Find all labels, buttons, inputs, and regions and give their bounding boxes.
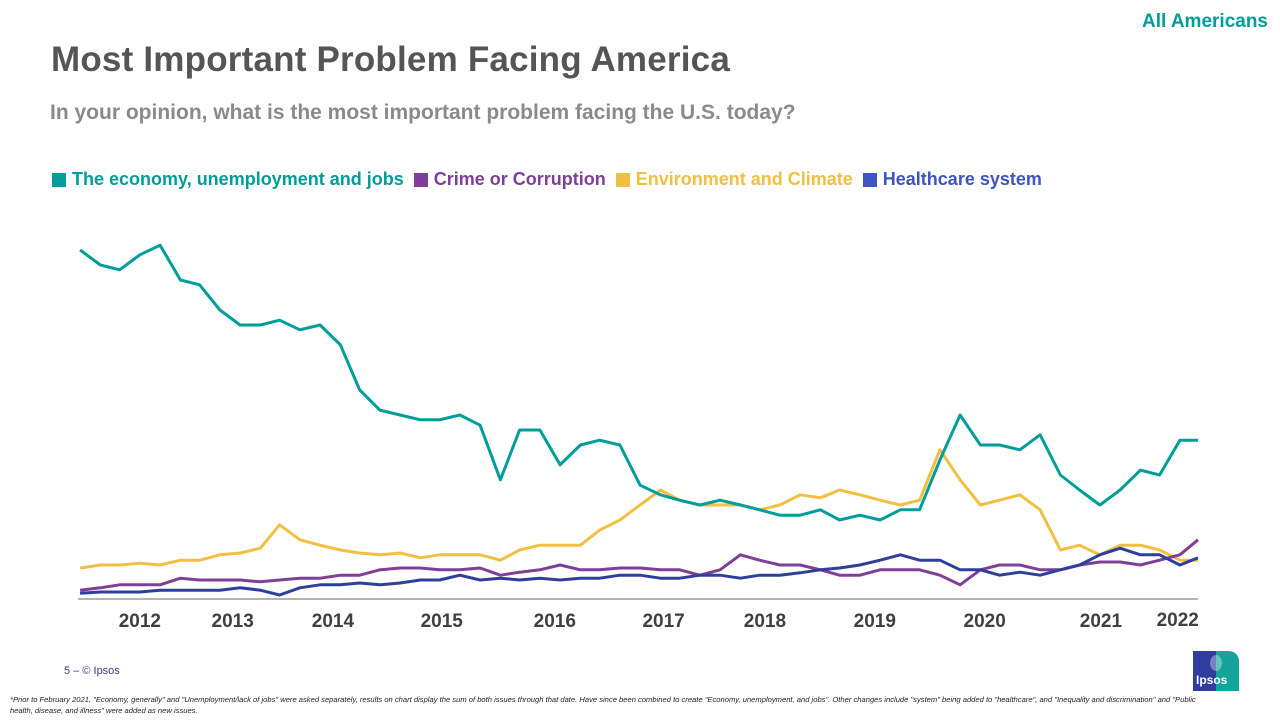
x-tick-label: 2017 <box>642 611 684 632</box>
legend-swatch-healthcare <box>862 172 877 187</box>
legend-label-healthcare: Healthcare system <box>882 169 1042 189</box>
page-subtitle: In your opinion, what is the most import… <box>50 101 796 124</box>
legend-item-crime: Crime or Corruption <box>413 169 606 190</box>
chart-legend: The economy, unemployment and jobs Crime… <box>52 169 1042 190</box>
series-line-environment <box>79 448 1198 570</box>
series-line-healthcare <box>80 546 1199 597</box>
legend-label-environment: Environment and Climate <box>635 169 853 189</box>
legend-item-economy: The economy, unemployment and jobs <box>52 169 404 190</box>
x-tick-label: 2016 <box>534 611 576 632</box>
series-line-crime <box>79 538 1199 592</box>
x-tick-label: 2020 <box>964 611 1006 632</box>
x-tick-label: 2018 <box>744 611 786 632</box>
x-tick-label: 2021 <box>1080 611 1123 632</box>
legend-item-environment: Environment and Climate <box>615 169 853 190</box>
logo-text: Ipsos <box>1196 673 1228 687</box>
legend-item-healthcare: Healthcare system <box>862 169 1042 190</box>
audience-tag: All Americans <box>1141 11 1268 32</box>
x-tick-label: 2015 <box>421 611 464 632</box>
legend-swatch-economy <box>52 172 66 187</box>
x-tick-label: 2022 <box>1157 610 1199 631</box>
x-tick-label: 2013 <box>212 611 254 632</box>
legend-swatch-crime <box>413 172 428 187</box>
ipsos-logo: Ipsos <box>1193 651 1239 691</box>
legend-label-economy: The economy, unemployment and jobs <box>72 169 404 189</box>
legend-label-crime: Crime or Corruption <box>433 169 606 189</box>
x-tick-label: 2019 <box>854 611 896 632</box>
x-tick-label: 2012 <box>119 611 161 632</box>
page-number: 5 – © Ipsos <box>64 665 120 677</box>
x-tick-label: 2014 <box>312 611 355 632</box>
legend-swatch-environment <box>615 172 630 187</box>
page-title: Most Important Problem Facing America <box>51 40 730 79</box>
series-line-economy <box>79 243 1198 522</box>
footnote: *Prior to February 2021, "Economy, gener… <box>10 695 1196 715</box>
